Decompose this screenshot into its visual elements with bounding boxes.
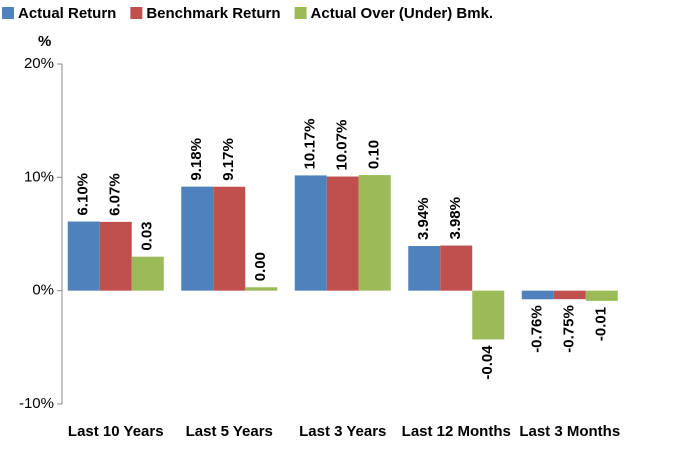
- bar: [553, 290, 586, 300]
- bar: [585, 290, 618, 301]
- bar: [131, 256, 164, 291]
- bar: [358, 175, 391, 291]
- x-tick-label: Last 3 Months: [519, 423, 621, 440]
- legend-swatch: [130, 7, 143, 19]
- data-label: -0.01: [593, 307, 610, 341]
- y-axis-label: %: [38, 33, 51, 50]
- bar: [472, 290, 505, 340]
- data-label: 0.10: [366, 140, 383, 169]
- y-tick-label: -10%: [19, 395, 54, 412]
- y-tick-label: 20%: [24, 55, 54, 72]
- bar: [99, 221, 132, 291]
- legend-label: Actual Over (Under) Bmk.: [311, 5, 494, 22]
- data-label: 6.07%: [107, 173, 124, 216]
- data-label: 0.03: [139, 221, 156, 250]
- legend-swatch: [294, 7, 307, 19]
- x-tick-label: Last 3 Years: [299, 423, 387, 440]
- data-label: 0.00: [252, 252, 269, 281]
- y-tick-label: 0%: [32, 282, 54, 299]
- bar: [181, 186, 214, 291]
- bar: [440, 245, 473, 291]
- bar: [245, 287, 278, 291]
- data-label: -0.75%: [561, 305, 578, 353]
- data-label: 10.17%: [302, 119, 319, 170]
- bar: [326, 176, 359, 291]
- x-tick-label: Last 5 Years: [185, 423, 273, 440]
- data-label: 3.94%: [415, 197, 432, 240]
- data-label: 10.07%: [334, 120, 351, 171]
- bar: [213, 186, 246, 291]
- x-tick-label: Last 12 Months: [401, 423, 511, 440]
- legend-label: Benchmark Return: [146, 5, 280, 22]
- bar: [408, 246, 441, 291]
- bar: [67, 221, 100, 291]
- legend-swatch: [2, 7, 14, 19]
- y-tick-label: 10%: [24, 168, 54, 185]
- data-label: -0.04: [479, 345, 496, 380]
- data-label: 3.98%: [447, 197, 464, 240]
- legend-label: Actual Return: [18, 5, 116, 22]
- data-label: 9.18%: [188, 138, 205, 181]
- data-label: -0.76%: [529, 305, 546, 353]
- bar: [521, 290, 554, 300]
- data-label: 9.17%: [220, 138, 237, 181]
- x-tick-label: Last 10 Years: [67, 423, 164, 440]
- bar: [294, 175, 327, 291]
- data-label: 6.10%: [75, 173, 92, 216]
